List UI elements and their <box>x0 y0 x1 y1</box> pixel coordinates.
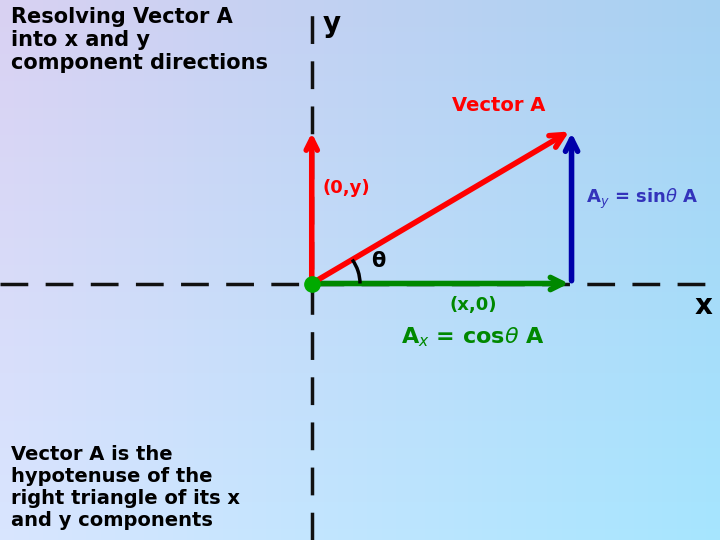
Text: Vector A: Vector A <box>452 96 546 115</box>
Text: A$_y$ = sin$\theta$ A: A$_y$ = sin$\theta$ A <box>586 187 699 211</box>
Text: (x,0): (x,0) <box>449 296 497 314</box>
Text: A$_x$ = cos$\theta$ A: A$_x$ = cos$\theta$ A <box>401 325 544 349</box>
Text: Resolving Vector A
into x and y
component directions: Resolving Vector A into x and y componen… <box>11 6 268 73</box>
Text: (0,y): (0,y) <box>323 179 371 198</box>
Text: x: x <box>695 292 713 320</box>
Text: θ: θ <box>372 251 386 271</box>
Text: Vector A is the
hypotenuse of the
right triangle of its x
and y components: Vector A is the hypotenuse of the right … <box>11 445 240 530</box>
Text: y: y <box>323 10 341 38</box>
